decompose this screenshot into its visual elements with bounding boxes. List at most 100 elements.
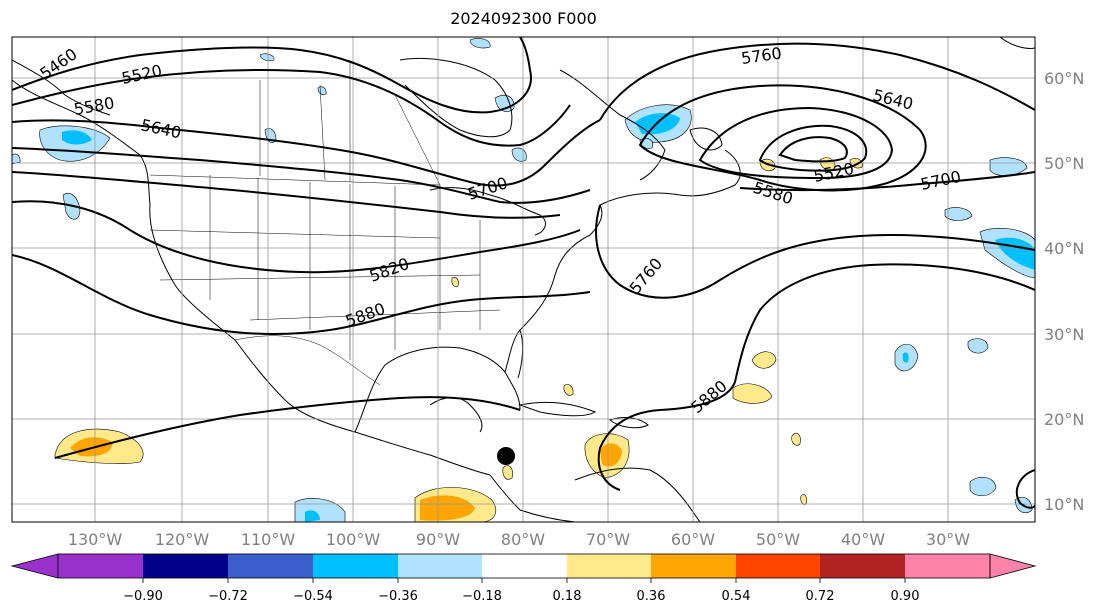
coastline-labrador xyxy=(559,69,666,181)
colorbar-segment xyxy=(820,554,905,578)
province-border xyxy=(319,84,326,181)
coastlines xyxy=(12,37,1035,522)
lon-tick-label: 50°W xyxy=(756,530,800,549)
state-border xyxy=(149,229,441,239)
coastline-south-america-north xyxy=(574,467,701,522)
anomaly-negative-core xyxy=(902,352,909,363)
lat-tick-label: 30°N xyxy=(1044,325,1084,344)
contour-line xyxy=(597,263,1035,491)
state-border xyxy=(249,309,501,321)
colorbar-segment xyxy=(398,554,482,578)
province-border xyxy=(394,94,441,186)
us-mexico-border xyxy=(234,335,381,386)
anomaly-positive-area xyxy=(791,432,801,446)
colorbar-tick-label: 0.54 xyxy=(722,589,751,604)
map-frame xyxy=(11,36,1036,523)
lon-tick-label: 110°W xyxy=(241,530,296,549)
anomaly-positive-area xyxy=(502,465,513,480)
contour-line xyxy=(54,396,521,459)
anomaly-positive-area xyxy=(451,277,459,287)
lat-tick-label: 20°N xyxy=(1044,410,1084,429)
anomaly-negative-area xyxy=(259,53,275,62)
lat-tick-label: 40°N xyxy=(1044,239,1084,258)
political-borders xyxy=(149,60,501,386)
colorbar-tick-label: −0.54 xyxy=(293,589,333,604)
lon-tick-label: 40°W xyxy=(841,530,885,549)
lon-tick-label: 70°W xyxy=(586,530,630,549)
lat-tick-label: 50°N xyxy=(1044,154,1084,173)
colorbar-tick-label: −0.72 xyxy=(208,589,248,604)
map-title: 2024092300 F000 xyxy=(450,9,597,28)
anomaly-negative-core xyxy=(305,510,320,522)
us-canada-border xyxy=(149,174,441,186)
colorbar-segment xyxy=(905,554,990,578)
contour-line xyxy=(595,204,1035,299)
colorbar-tick-label: −0.18 xyxy=(462,589,502,604)
contour-line xyxy=(12,147,591,204)
lon-tick-label: 30°W xyxy=(926,530,970,549)
colorbar-segment xyxy=(58,554,143,578)
coastline-greenland-tip xyxy=(999,37,1035,49)
anomaly-positive-core xyxy=(420,495,475,521)
height-contours xyxy=(12,37,1035,509)
lon-tick-label: 100°W xyxy=(326,530,381,549)
colorbar-tick-label: 0.90 xyxy=(891,589,920,604)
contour-line xyxy=(698,106,894,180)
anomaly-positive-area xyxy=(751,351,777,369)
anomaly-negative-area xyxy=(944,207,973,221)
coastline-hispaniola xyxy=(608,417,649,429)
contour-line xyxy=(739,171,1035,192)
coastline-hudson-bay xyxy=(399,57,513,138)
lon-tick-label: 120°W xyxy=(155,530,210,549)
coastline-gulf-of-mexico xyxy=(354,346,521,433)
contour-line xyxy=(758,124,868,172)
colorbar-segment xyxy=(567,554,651,578)
colorbar-segment xyxy=(228,554,313,578)
colorbar-frame xyxy=(57,553,991,579)
map-panel: 5460 5520 5580 5640 5700 5760 5640 5580 … xyxy=(12,37,1035,522)
contour-line xyxy=(778,136,848,163)
contour-line xyxy=(12,37,532,114)
coastline-alaska xyxy=(12,59,111,116)
colorbar: −0.90 −0.72 −0.54 −0.36 −0.18 0.18 0.36 … xyxy=(10,553,1037,604)
contour-line xyxy=(12,171,561,219)
lat-tick-label: 10°N xyxy=(1044,495,1084,514)
lon-tick-label: 90°W xyxy=(416,530,460,549)
anomaly-negative-area xyxy=(12,153,21,165)
contour-line xyxy=(12,119,601,187)
colorbar-segment xyxy=(143,554,228,578)
anomaly-negative-area xyxy=(969,476,997,497)
coastline-canada-east xyxy=(599,149,741,206)
storm-center-dot xyxy=(497,447,515,465)
graticule xyxy=(12,37,1035,522)
coastline-newfoundland xyxy=(689,127,723,151)
anomaly-positive-area xyxy=(563,384,574,396)
coastline-central-america xyxy=(489,474,576,522)
lon-tick-label: 60°W xyxy=(671,530,715,549)
coastline-yucatan xyxy=(429,397,483,433)
colorbar-tick-label: 0.36 xyxy=(637,589,666,604)
contour-line xyxy=(12,200,581,274)
coastline-cuba xyxy=(518,401,597,417)
contour-line xyxy=(12,254,591,336)
colorbar-extend-max xyxy=(989,553,1037,579)
longitude-axis: 130°W 120°W 110°W 100°W 90°W 80°W 70°W 6… xyxy=(68,530,970,549)
colorbar-tick-label: −0.90 xyxy=(123,589,163,604)
anomaly-positive-core xyxy=(600,443,622,467)
contour-line xyxy=(638,84,927,192)
latitude-axis: 60°N 50°N 40°N 30°N 20°N 10°N xyxy=(1044,69,1084,514)
contour-line xyxy=(599,42,1035,121)
colorbar-segment xyxy=(736,554,820,578)
anomaly-positive-area xyxy=(732,383,773,404)
anomaly-negative-area xyxy=(967,338,989,354)
coastline-us-east xyxy=(519,204,603,331)
state-border xyxy=(159,274,481,281)
colorbar-segment xyxy=(482,554,567,578)
anomaly-negative-core xyxy=(62,130,92,145)
colorbar-segment xyxy=(313,554,398,578)
coastline-great-lakes xyxy=(429,187,546,236)
coastline-north-america-west xyxy=(12,79,491,476)
colorbar-tick-label: 0.72 xyxy=(806,589,835,604)
lon-tick-label: 130°W xyxy=(68,530,123,549)
